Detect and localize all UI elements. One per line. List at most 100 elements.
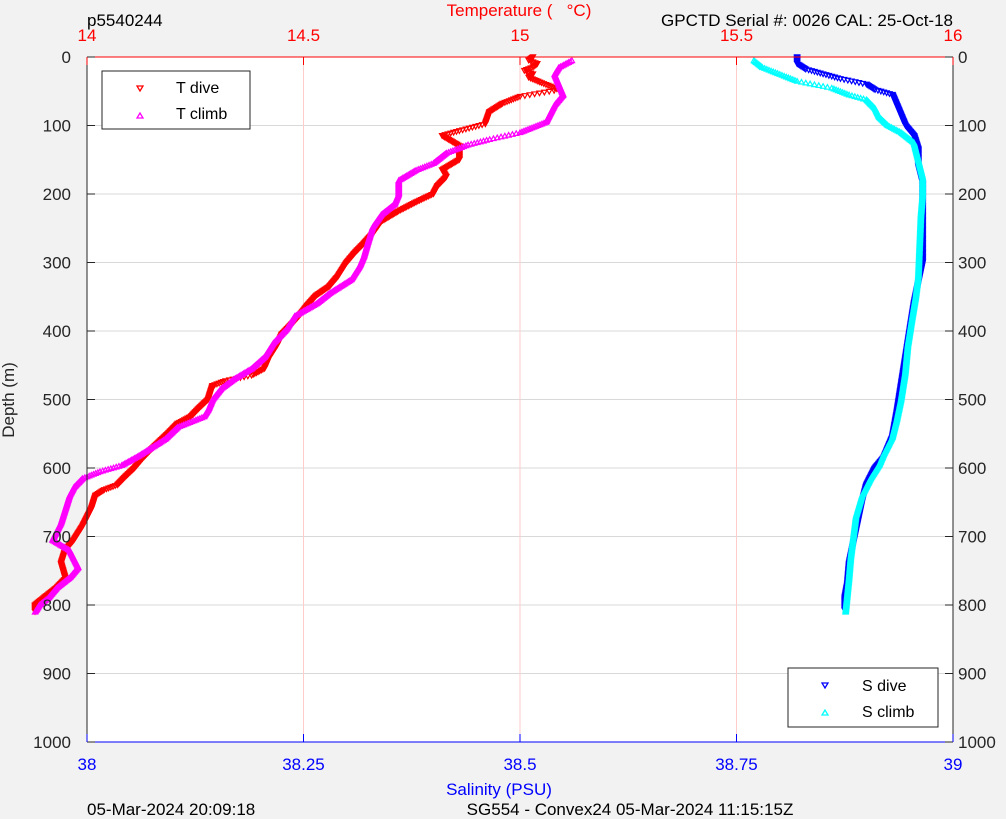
t-dive-legend-label: T dive bbox=[176, 80, 219, 97]
data-point-marker bbox=[154, 439, 163, 447]
data-point-marker bbox=[299, 307, 308, 314]
s-climb-legend-marker bbox=[820, 708, 830, 716]
data-point-marker bbox=[851, 92, 859, 100]
data-point-marker bbox=[140, 448, 148, 456]
data-point-marker bbox=[62, 544, 70, 551]
salinity-tick-label: 38.75 bbox=[715, 755, 758, 774]
data-point-marker bbox=[473, 138, 481, 146]
s-dive-legend-marker bbox=[820, 682, 830, 690]
depth-tick-label-right: 500 bbox=[958, 391, 986, 410]
data-point-marker bbox=[298, 308, 306, 315]
data-point-marker bbox=[109, 483, 117, 491]
data-point-marker bbox=[520, 67, 528, 75]
data-point-marker bbox=[535, 90, 544, 97]
data-point-marker bbox=[538, 80, 546, 87]
s-climb-legend-label: S climb bbox=[862, 704, 915, 721]
data-point-marker bbox=[401, 172, 410, 180]
data-point-marker bbox=[508, 130, 517, 137]
data-point-marker bbox=[347, 276, 355, 283]
data-point-marker bbox=[489, 134, 498, 142]
data-point-marker bbox=[304, 304, 312, 312]
data-point-marker bbox=[133, 452, 142, 460]
data-point-marker bbox=[482, 136, 491, 143]
data-point-marker bbox=[823, 83, 832, 90]
data-point-marker bbox=[841, 608, 850, 615]
depth-tick-label-right: 200 bbox=[958, 185, 986, 204]
data-point-marker bbox=[332, 285, 340, 293]
data-point-marker bbox=[505, 98, 513, 105]
depth-tick-label-right: 700 bbox=[958, 528, 986, 547]
data-point-marker bbox=[848, 91, 856, 99]
data-point-marker bbox=[249, 371, 257, 379]
depth-tick-label-right: 100 bbox=[958, 117, 986, 136]
data-point-marker bbox=[294, 310, 302, 318]
data-point-marker bbox=[334, 284, 343, 291]
data-point-marker bbox=[58, 541, 66, 549]
data-point-marker bbox=[51, 537, 59, 545]
t-dive-legend-marker bbox=[135, 85, 145, 93]
data-point-marker bbox=[149, 443, 157, 450]
temperature-tick-label: 15.5 bbox=[720, 26, 753, 45]
data-point-marker bbox=[242, 368, 250, 375]
data-point-marker bbox=[409, 167, 418, 175]
data-point-marker bbox=[514, 94, 522, 102]
data-point-marker bbox=[122, 459, 130, 466]
data-point-marker bbox=[312, 299, 321, 307]
data-point-marker bbox=[123, 458, 132, 465]
data-point-marker bbox=[234, 372, 242, 380]
t-climb-legend-marker bbox=[135, 111, 145, 119]
data-point-marker bbox=[493, 133, 501, 141]
data-point-marker bbox=[802, 79, 810, 86]
data-point-marker bbox=[407, 169, 415, 176]
data-point-marker bbox=[522, 68, 531, 76]
depth-tick-label-left: 300 bbox=[43, 254, 71, 273]
data-point-marker bbox=[136, 451, 144, 458]
depth-tick-label-left: 700 bbox=[43, 528, 71, 547]
temperature-tick-label: 16 bbox=[944, 26, 963, 45]
data-point-marker bbox=[219, 379, 228, 386]
salinity-legend-box bbox=[787, 667, 939, 728]
data-point-marker bbox=[59, 542, 67, 550]
temperature-legend: T dive T climb bbox=[101, 70, 251, 130]
data-point-marker bbox=[52, 538, 60, 546]
data-point-marker bbox=[329, 287, 337, 294]
data-point-marker bbox=[545, 88, 553, 96]
data-point-marker bbox=[330, 286, 339, 293]
temperature-tick-label: 14 bbox=[78, 26, 97, 45]
data-point-marker bbox=[467, 140, 475, 147]
data-point-marker bbox=[215, 380, 223, 388]
salinity-legend: S dive S climb bbox=[787, 667, 939, 728]
data-point-marker bbox=[145, 445, 153, 452]
data-point-marker bbox=[403, 171, 411, 179]
data-point-marker bbox=[530, 91, 539, 98]
data-point-marker bbox=[245, 366, 253, 374]
data-point-marker bbox=[221, 378, 230, 385]
data-point-marker bbox=[295, 309, 303, 317]
data-point-marker bbox=[139, 449, 147, 457]
data-point-marker bbox=[153, 440, 161, 447]
data-point-marker bbox=[815, 81, 823, 89]
s-climb-series bbox=[750, 56, 927, 615]
data-point-marker bbox=[526, 92, 534, 99]
depth-tick-label-right: 900 bbox=[958, 665, 986, 684]
data-point-marker bbox=[107, 484, 115, 492]
data-point-marker bbox=[856, 94, 865, 101]
data-point-marker bbox=[131, 454, 139, 461]
data-point-marker bbox=[476, 137, 485, 145]
data-point-marker bbox=[125, 457, 133, 465]
data-point-marker bbox=[845, 91, 853, 98]
data-point-marker bbox=[237, 371, 245, 378]
data-point-marker bbox=[135, 452, 143, 459]
depth-tick-label-right: 800 bbox=[958, 596, 986, 615]
data-point-marker bbox=[31, 608, 39, 615]
data-point-marker bbox=[411, 167, 419, 174]
data-point-marker bbox=[137, 450, 146, 457]
data-point-marker bbox=[160, 436, 168, 443]
data-point-marker bbox=[516, 128, 524, 136]
grid bbox=[87, 57, 953, 742]
data-point-marker bbox=[161, 435, 169, 443]
tick-labels: 0 0 100 100 200 200 300 300 400 400 500 500 600 600 70… bbox=[33, 26, 996, 774]
y-axis-title: Depth (m) bbox=[0, 362, 18, 438]
depth-tick-label-left: 100 bbox=[43, 117, 71, 136]
salinity-tick-label: 38.25 bbox=[282, 755, 325, 774]
